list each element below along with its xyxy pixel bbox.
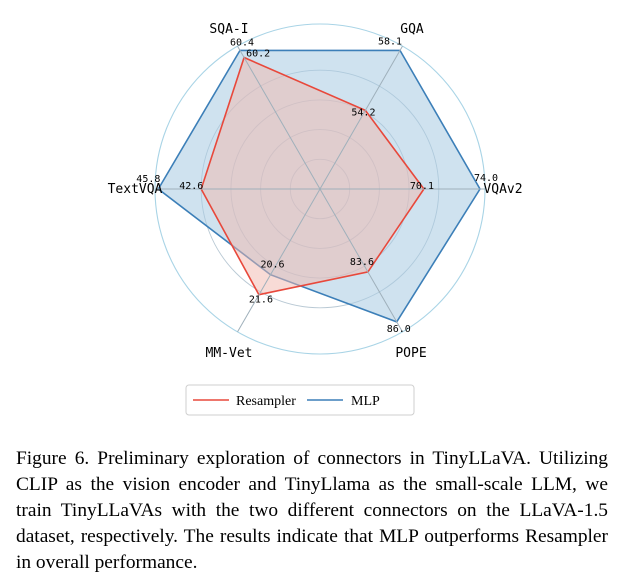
radar-chart: 70.1 54.2 60.2 42.6 21.6 83.6 74.0 58.1 60.4 45.8… <box>108 22 523 416</box>
axis-spoke-sqa-i <box>237 45 321 190</box>
axis-label-textvqa: TextVQA <box>108 182 163 197</box>
legend: Resampler MLP <box>185 384 415 416</box>
axis-label-sqa-i: SQA-I <box>209 22 248 37</box>
value-label-resampler-pope: 83.6 <box>350 257 374 268</box>
value-label-mlp-textvqa: 45.8 <box>136 174 160 185</box>
axis-spoke-gqa <box>319 45 403 190</box>
value-label-mlp-vqav2: 74.0 <box>474 173 498 184</box>
value-label-mlp-pope: 86.0 <box>387 324 411 335</box>
value-label-mlp-gqa: 58.1 <box>378 36 402 47</box>
axis-label-pope: POPE <box>395 346 426 361</box>
value-label-mlp-sqa-i: 60.4 <box>230 37 254 48</box>
value-label-resampler-textvqa: 42.6 <box>179 181 203 192</box>
axis-label-mm-vet: MM-Vet <box>206 346 253 361</box>
axis-spoke-pope <box>319 188 403 333</box>
value-label-resampler-vqav2: 70.1 <box>410 181 434 192</box>
value-label-resampler-sqa-i: 60.2 <box>246 49 270 60</box>
value-label-mlp-mm-vet: 20.6 <box>261 260 285 271</box>
legend-box <box>185 384 415 416</box>
radar-figure: 70.1 54.2 60.2 42.6 21.6 83.6 74.0 58.1 60.4 45.8… <box>108 22 523 416</box>
axis-label-gqa: GQA <box>400 22 424 37</box>
axis-label-vqav2: VQAv2 <box>483 182 522 197</box>
axis-spoke-mm-vet <box>237 188 321 333</box>
figure-caption: Figure 6. Preliminary exploration of con… <box>16 448 608 573</box>
value-label-resampler-gqa: 54.2 <box>351 107 375 118</box>
value-label-resampler-mm-vet: 21.6 <box>249 295 273 306</box>
legend-label-mlp: MLP <box>351 394 380 409</box>
legend-label-resampler: Resampler <box>236 394 296 409</box>
